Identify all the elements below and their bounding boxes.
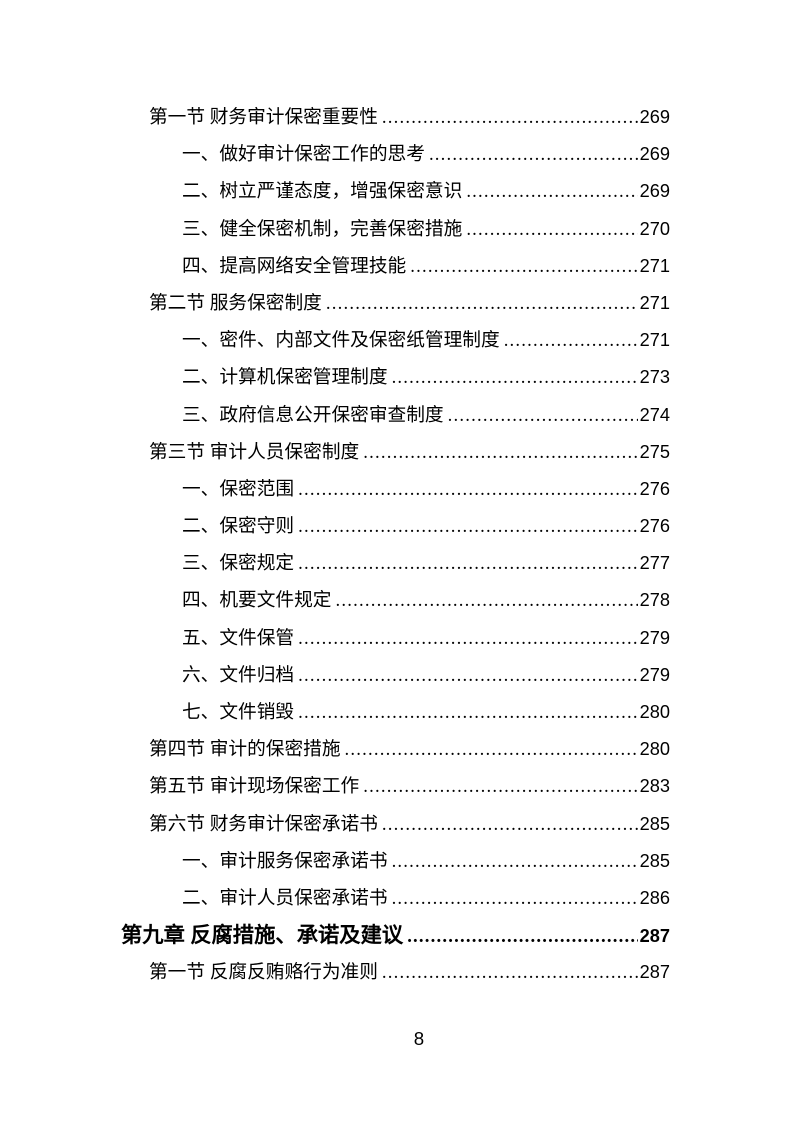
toc-entry-title: 七、文件销毁 [182, 702, 295, 723]
toc-entry-page: 271 [639, 255, 670, 276]
toc-entry-page: 287 [639, 962, 670, 983]
toc-entry[interactable]: 三、保密规定 277 [121, 545, 670, 582]
toc-dot-leader [298, 694, 638, 731]
toc-entry-title: 一、保密范围 [182, 478, 295, 500]
toc-entry[interactable]: 第六节 财务审计保密承诺书 285 [121, 806, 670, 843]
toc-entry-title: 二、树立严谨态度，增强保密意识 [182, 181, 463, 203]
toc-entry-page: 279 [639, 664, 670, 685]
toc-entry-page: 275 [639, 441, 670, 462]
toc-entry[interactable]: 第四节 审计的保密措施 280 [121, 731, 670, 768]
toc-entry-title: 一、做好审计保密工作的思考 [182, 144, 425, 166]
toc-entry-page: 271 [639, 330, 670, 351]
toc-entry-title: 三、保密规定 [182, 553, 295, 575]
toc-entry-title: 第六节 财务审计保密承诺书 [149, 813, 378, 835]
toc-entry-title: 四、提高网络安全管理技能 [182, 255, 407, 277]
toc-entry-title: 第二节 服务保密制度 [149, 292, 322, 314]
toc-entry[interactable]: 二、计算机保密管理制度 273 [121, 359, 670, 396]
toc-entry-title: 六、文件归档 [182, 664, 295, 686]
toc-dot-leader [345, 731, 638, 768]
toc-entry-page: 277 [639, 553, 670, 574]
toc-entry-page: 270 [639, 218, 670, 239]
toc-dot-leader [298, 620, 638, 657]
toc-entry-title: 三、政府信息公开保密审查制度 [182, 404, 444, 426]
toc-entry-page: 269 [639, 181, 670, 202]
toc-entry[interactable]: 二、树立严谨态度，增强保密意识 269 [121, 173, 670, 210]
toc-dot-leader [298, 657, 638, 694]
toc-dot-leader [392, 843, 638, 880]
toc-dot-leader [504, 322, 638, 359]
toc-entry[interactable]: 六、文件归档 279 [121, 657, 670, 694]
toc-entry[interactable]: 第二节 服务保密制度 271 [121, 285, 670, 322]
page-footer: 8 [0, 1028, 793, 1050]
toc-entry-page: 269 [639, 107, 670, 127]
toc-dot-leader [336, 582, 638, 619]
table-of-contents: 第一节 财务审计保密重要性 269 一、做好审计保密工作的思考 269 二、树立… [121, 99, 670, 992]
toc-entry-title: 五、文件保管 [182, 627, 295, 649]
toc-entry-page: 280 [639, 739, 670, 760]
toc-entry-page: 276 [639, 516, 670, 537]
toc-entry-title: 第三节 审计人员保密制度 [149, 441, 360, 463]
toc-entry-page: 285 [639, 850, 670, 871]
toc-dot-leader [410, 248, 637, 285]
toc-dot-leader [466, 173, 637, 210]
toc-dot-leader [298, 545, 638, 582]
toc-entry[interactable]: 四、机要文件规定 278 [121, 582, 670, 619]
toc-entry-page: 276 [639, 478, 670, 499]
toc-entry[interactable]: 四、提高网络安全管理技能 271 [121, 248, 670, 285]
toc-entry-page: 283 [639, 776, 670, 797]
toc-entry-page: 286 [639, 887, 670, 908]
toc-entry-title: 一、审计服务保密承诺书 [182, 850, 388, 872]
toc-entry-title: 第一节 财务审计保密重要性 [149, 107, 378, 128]
toc-dot-leader [382, 954, 638, 991]
toc-entry-title: 三、健全保密机制，完善保密措施 [182, 218, 463, 240]
toc-entry[interactable]: 第三节 审计人员保密制度 275 [121, 434, 670, 471]
toc-entry[interactable]: 一、审计服务保密承诺书 285 [121, 843, 670, 880]
toc-entry[interactable]: 第一节 财务审计保密重要性 269 [121, 99, 670, 136]
toc-entry[interactable]: 第五节 审计现场保密工作 283 [121, 768, 670, 805]
toc-entry[interactable]: 三、政府信息公开保密审查制度 274 [121, 397, 670, 434]
toc-entry-page: 280 [639, 702, 670, 722]
toc-entry-page: 285 [639, 813, 670, 834]
toc-entry[interactable]: 第九章 反腐措施、承诺及建议 287 [121, 917, 670, 954]
toc-entry-page: 279 [639, 627, 670, 648]
toc-dot-leader [392, 359, 638, 396]
toc-dot-leader [429, 136, 638, 173]
toc-dot-leader [363, 768, 637, 805]
toc-dot-leader [298, 508, 638, 545]
toc-dot-leader [466, 211, 637, 248]
toc-dot-leader [382, 806, 638, 843]
toc-entry-page: 278 [639, 590, 670, 611]
toc-entry-title: 第一节 反腐反贿赂行为准则 [149, 962, 378, 984]
toc-entry-page: 274 [639, 404, 670, 425]
toc-entry-title: 第九章 反腐措施、承诺及建议 [121, 923, 404, 948]
toc-dot-leader [363, 434, 637, 471]
toc-entry[interactable]: 第一节 反腐反贿赂行为准则 287 [121, 954, 670, 991]
toc-entry[interactable]: 一、做好审计保密工作的思考 269 [121, 136, 670, 173]
toc-entry-title: 四、机要文件规定 [182, 590, 332, 612]
toc-entry-title: 第四节 审计的保密措施 [149, 739, 341, 761]
toc-entry-title: 第五节 审计现场保密工作 [149, 776, 360, 798]
toc-entry-title: 一、密件、内部文件及保密纸管理制度 [182, 330, 500, 352]
toc-entry-title: 二、保密守则 [182, 516, 295, 538]
toc-entry-title: 二、计算机保密管理制度 [182, 367, 388, 389]
toc-entry[interactable]: 一、保密范围 276 [121, 471, 670, 508]
toc-entry-title: 二、审计人员保密承诺书 [182, 887, 388, 909]
toc-dot-leader [448, 397, 638, 434]
toc-dot-leader [326, 285, 638, 322]
toc-entry[interactable]: 二、审计人员保密承诺书 286 [121, 880, 670, 917]
toc-entry-page: 273 [639, 367, 670, 388]
toc-dot-leader [382, 99, 638, 136]
toc-entry-page: 287 [639, 926, 670, 947]
toc-entry[interactable]: 七、文件销毁 280 [121, 694, 670, 731]
toc-dot-leader [298, 471, 638, 508]
toc-dot-leader [392, 880, 638, 917]
toc-dot-leader [407, 918, 637, 955]
toc-entry[interactable]: 二、保密守则 276 [121, 508, 670, 545]
toc-entry[interactable]: 五、文件保管 279 [121, 620, 670, 657]
toc-entry[interactable]: 一、密件、内部文件及保密纸管理制度 271 [121, 322, 670, 359]
toc-entry-page: 271 [639, 292, 670, 313]
footer-page-number: 8 [413, 1028, 425, 1049]
toc-entry[interactable]: 三、健全保密机制，完善保密措施 270 [121, 211, 670, 248]
toc-entry-page: 269 [639, 144, 670, 165]
